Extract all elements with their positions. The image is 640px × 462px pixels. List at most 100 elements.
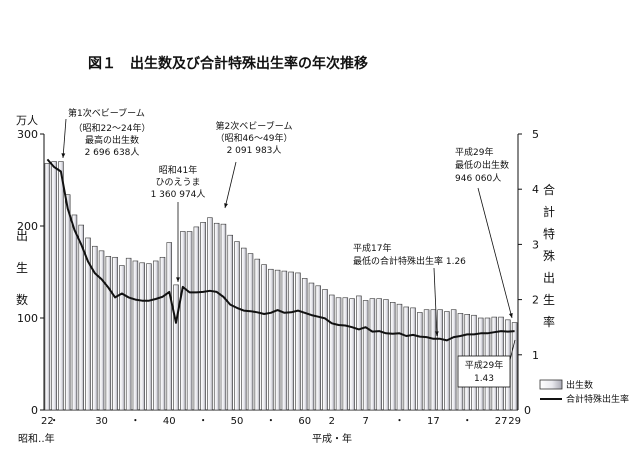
birth-bar [410,307,416,411]
x-tick-label: ・ [198,416,208,427]
birth-bar [105,256,112,411]
annotation-hinoeuma: 1 360 974人 [151,189,206,200]
annotation-h29-births: 最低の出生数 [455,159,509,171]
birth-bar [301,278,308,411]
x-tick-label: 29 [508,416,521,427]
birth-bar [308,282,315,411]
left-tick-label: 200 [17,220,38,233]
annotation-h29-births: 平成29年 [455,146,493,158]
left-axis-unit: 万人 [16,114,38,127]
annotation-boom2: 第2次ベビーブーム [216,120,293,132]
birth-bar [132,260,139,411]
birth-bar [281,270,288,411]
annotation-h29-rate-box [457,355,511,388]
right-axis-title-char: 合 [543,182,555,197]
birth-bar [369,298,376,411]
annotation-boom1: 2 696 638人 [85,147,140,158]
birth-bar [376,298,382,411]
legend-label-rate: 合計特殊出生率 [566,393,629,405]
birth-bar [295,272,301,411]
birth-bar [335,297,342,411]
x-tick-label: 60 [298,416,311,427]
right-axis-title-char: 殊 [543,248,555,263]
left-axis-title-char: 数 [16,292,28,307]
birth-bar [213,222,220,411]
birth-bar [186,231,193,411]
right-axis-title-char: 特 [543,226,555,241]
right-axis-title-char: 率 [543,314,555,329]
birth-bar [403,306,410,411]
birth-bar [98,250,105,411]
annotation-h29-rate: 1.43 [474,374,494,384]
birth-bar [356,295,362,411]
x-tick-label: ・ [266,416,276,427]
birth-bar [362,300,369,411]
x-tick-label: 2 [329,416,335,427]
birth-bar [92,245,98,411]
x-tick-label: 7 [362,416,368,427]
birth-bar [329,294,335,411]
birth-bar [51,161,57,411]
bars [44,161,518,411]
right-tick-label: 4 [532,183,539,196]
birth-bar [430,309,437,411]
annotation-hinoeuma: ひのえうま [155,177,200,188]
x-tick-label: ・ [395,416,405,427]
annotation-arrowhead [434,331,439,336]
birth-bar [437,309,443,411]
birth-bar [71,214,78,411]
annotation-arrowhead [176,277,180,282]
annotation-h17: 最低の合計特殊出生率 1.26 [353,255,466,267]
left-tick-label: 0 [31,404,38,417]
birth-bar [349,298,355,411]
annotation-arrow [433,267,438,337]
left-tick-label: 100 [17,312,38,325]
birth-bar [396,303,403,411]
x-tick-label: 40 [163,416,176,427]
right-tick-label: 2 [532,294,539,307]
birth-bar [241,247,247,411]
birth-bar [152,260,159,411]
annotation-boom2: 2 091 983人 [227,145,282,156]
annotation-arrow [224,161,237,209]
birth-bar [315,285,321,411]
right-axis-title-char: 計 [543,204,555,219]
birth-bar [85,237,91,411]
birth-bar [450,309,457,411]
birth-bar [234,241,240,411]
annotation-h17: 平成17年 [353,242,391,254]
annotation-hinoeuma: 昭和41年 [159,164,197,176]
annotation-boom1: 最高の出生数 [85,134,139,146]
annotation-arrow [509,339,516,361]
right-tick-label: 0 [524,404,531,417]
right-tick-label: 5 [532,128,539,141]
right-axis-title-char: 生 [543,293,555,307]
birth-bar [193,226,200,411]
x-tick-label: 17 [427,416,440,427]
rate-polyline [46,158,515,342]
birth-bar [342,297,349,411]
birth-bar [322,289,328,411]
annotation-arrowhead [224,203,228,208]
birth-bar [220,223,227,411]
birth-bar [159,256,166,411]
birth-bar [247,253,254,411]
annotation-boom1: 第1次ベビーブーム [68,107,145,119]
birth-bar [207,217,213,411]
birth-bar [423,309,430,411]
legend-swatch-births [539,379,563,390]
x-tick-label: ・ [130,416,140,427]
birth-bar [227,234,233,411]
birth-bar [261,264,267,411]
x-tick-label: ・ [462,416,472,427]
annotation-arrowhead [508,313,513,318]
birth-bar [173,284,179,411]
birth-bar [44,163,51,411]
birth-bar [444,311,450,411]
annotation-boom2: （昭和46～49年） [216,132,293,144]
legend: 出生数 合計特殊出生率 [539,379,629,405]
birth-bar [200,222,206,411]
birth-bar [58,161,64,411]
x-era-label-showa: 昭和‥年 [18,432,55,445]
